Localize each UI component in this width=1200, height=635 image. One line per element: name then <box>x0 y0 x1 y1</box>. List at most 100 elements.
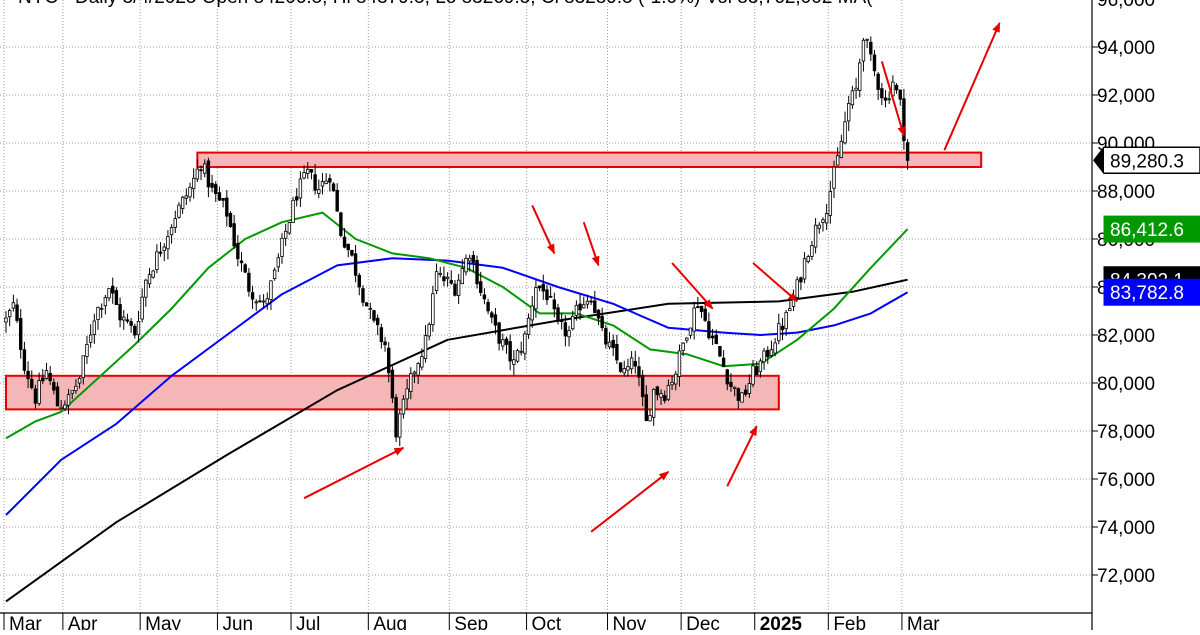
candle <box>11 294 16 312</box>
x-month-label: Apr <box>68 614 98 630</box>
candle <box>460 259 465 285</box>
grid <box>0 0 1092 613</box>
candle <box>655 385 660 401</box>
candle <box>313 163 317 195</box>
candle <box>696 296 700 309</box>
candle <box>799 276 803 291</box>
candle <box>604 324 608 349</box>
candle <box>589 296 593 306</box>
candle <box>372 309 376 323</box>
candle <box>295 188 299 207</box>
candle <box>147 268 152 288</box>
candle <box>188 182 192 202</box>
ma-line-ma-50 <box>5 211 909 440</box>
candles <box>4 36 910 446</box>
candle <box>552 292 557 318</box>
y-tick-label: 80,000 <box>1097 374 1155 395</box>
candle <box>81 355 85 385</box>
candle <box>640 369 645 407</box>
candle <box>184 188 189 206</box>
candle <box>173 210 177 234</box>
arrow-up-nov <box>590 471 670 533</box>
x-month-label: 2025 <box>760 614 803 630</box>
candle <box>7 308 12 327</box>
candle <box>111 277 115 304</box>
candle <box>74 379 78 394</box>
candle <box>817 222 821 234</box>
candle <box>699 305 704 318</box>
candle <box>133 323 137 339</box>
candle <box>490 310 494 324</box>
candle <box>158 242 163 257</box>
candle <box>740 392 744 403</box>
candle <box>107 288 111 302</box>
candle <box>206 157 211 198</box>
candle <box>593 290 597 314</box>
candle <box>843 111 847 145</box>
y-tick-label: 72,000 <box>1097 566 1155 587</box>
x-month-label: Dec <box>686 614 720 630</box>
candle <box>644 385 649 422</box>
candle <box>30 370 34 390</box>
candle <box>155 244 159 274</box>
candle <box>96 306 100 330</box>
candle <box>479 271 483 297</box>
candle <box>261 294 266 309</box>
arrow-down-feb <box>880 61 906 137</box>
candle <box>508 334 512 371</box>
candle <box>52 378 56 395</box>
x-month-label: Sep <box>454 614 488 630</box>
candle <box>758 358 763 378</box>
candle <box>22 341 27 375</box>
candle <box>482 288 487 305</box>
candle <box>177 202 181 219</box>
candle <box>41 369 45 385</box>
candle <box>526 313 531 339</box>
candle <box>140 288 144 323</box>
candle <box>335 183 339 212</box>
candle <box>445 272 450 287</box>
candle <box>55 382 60 407</box>
candle <box>475 255 479 289</box>
candle <box>324 173 328 185</box>
candle <box>813 218 818 254</box>
candle <box>467 254 472 272</box>
candle <box>821 217 825 232</box>
candle <box>118 297 122 328</box>
x-month-label: May <box>145 614 181 630</box>
candle <box>574 300 579 321</box>
arrow-down-dec <box>752 262 798 303</box>
candle <box>714 329 718 345</box>
candle <box>545 284 549 305</box>
x-month-label: Mar <box>907 614 940 630</box>
candle <box>850 85 855 109</box>
candle <box>578 294 582 320</box>
candle <box>383 336 387 352</box>
x-month-label: Jun <box>222 614 253 630</box>
candle <box>346 243 350 258</box>
candle <box>225 190 229 227</box>
candle <box>306 162 310 179</box>
candle <box>166 230 170 260</box>
candle <box>659 389 663 405</box>
candle <box>217 186 222 202</box>
ma-line-ma-100 <box>5 257 909 516</box>
candle <box>537 285 542 292</box>
ma-line-ma-200 <box>5 278 908 603</box>
candle <box>258 294 262 303</box>
candle <box>902 88 906 150</box>
candle <box>4 311 8 333</box>
candle <box>401 395 406 419</box>
candle <box>755 361 759 376</box>
candle <box>92 313 97 344</box>
candle <box>331 182 336 192</box>
candle <box>243 263 247 274</box>
candle <box>236 235 240 267</box>
candle <box>839 134 844 159</box>
x-month-label: Oct <box>532 614 562 630</box>
candle <box>387 342 391 383</box>
candle <box>515 348 520 363</box>
candle <box>666 379 671 402</box>
candle <box>795 276 799 300</box>
arrow-down-sep <box>531 204 556 255</box>
